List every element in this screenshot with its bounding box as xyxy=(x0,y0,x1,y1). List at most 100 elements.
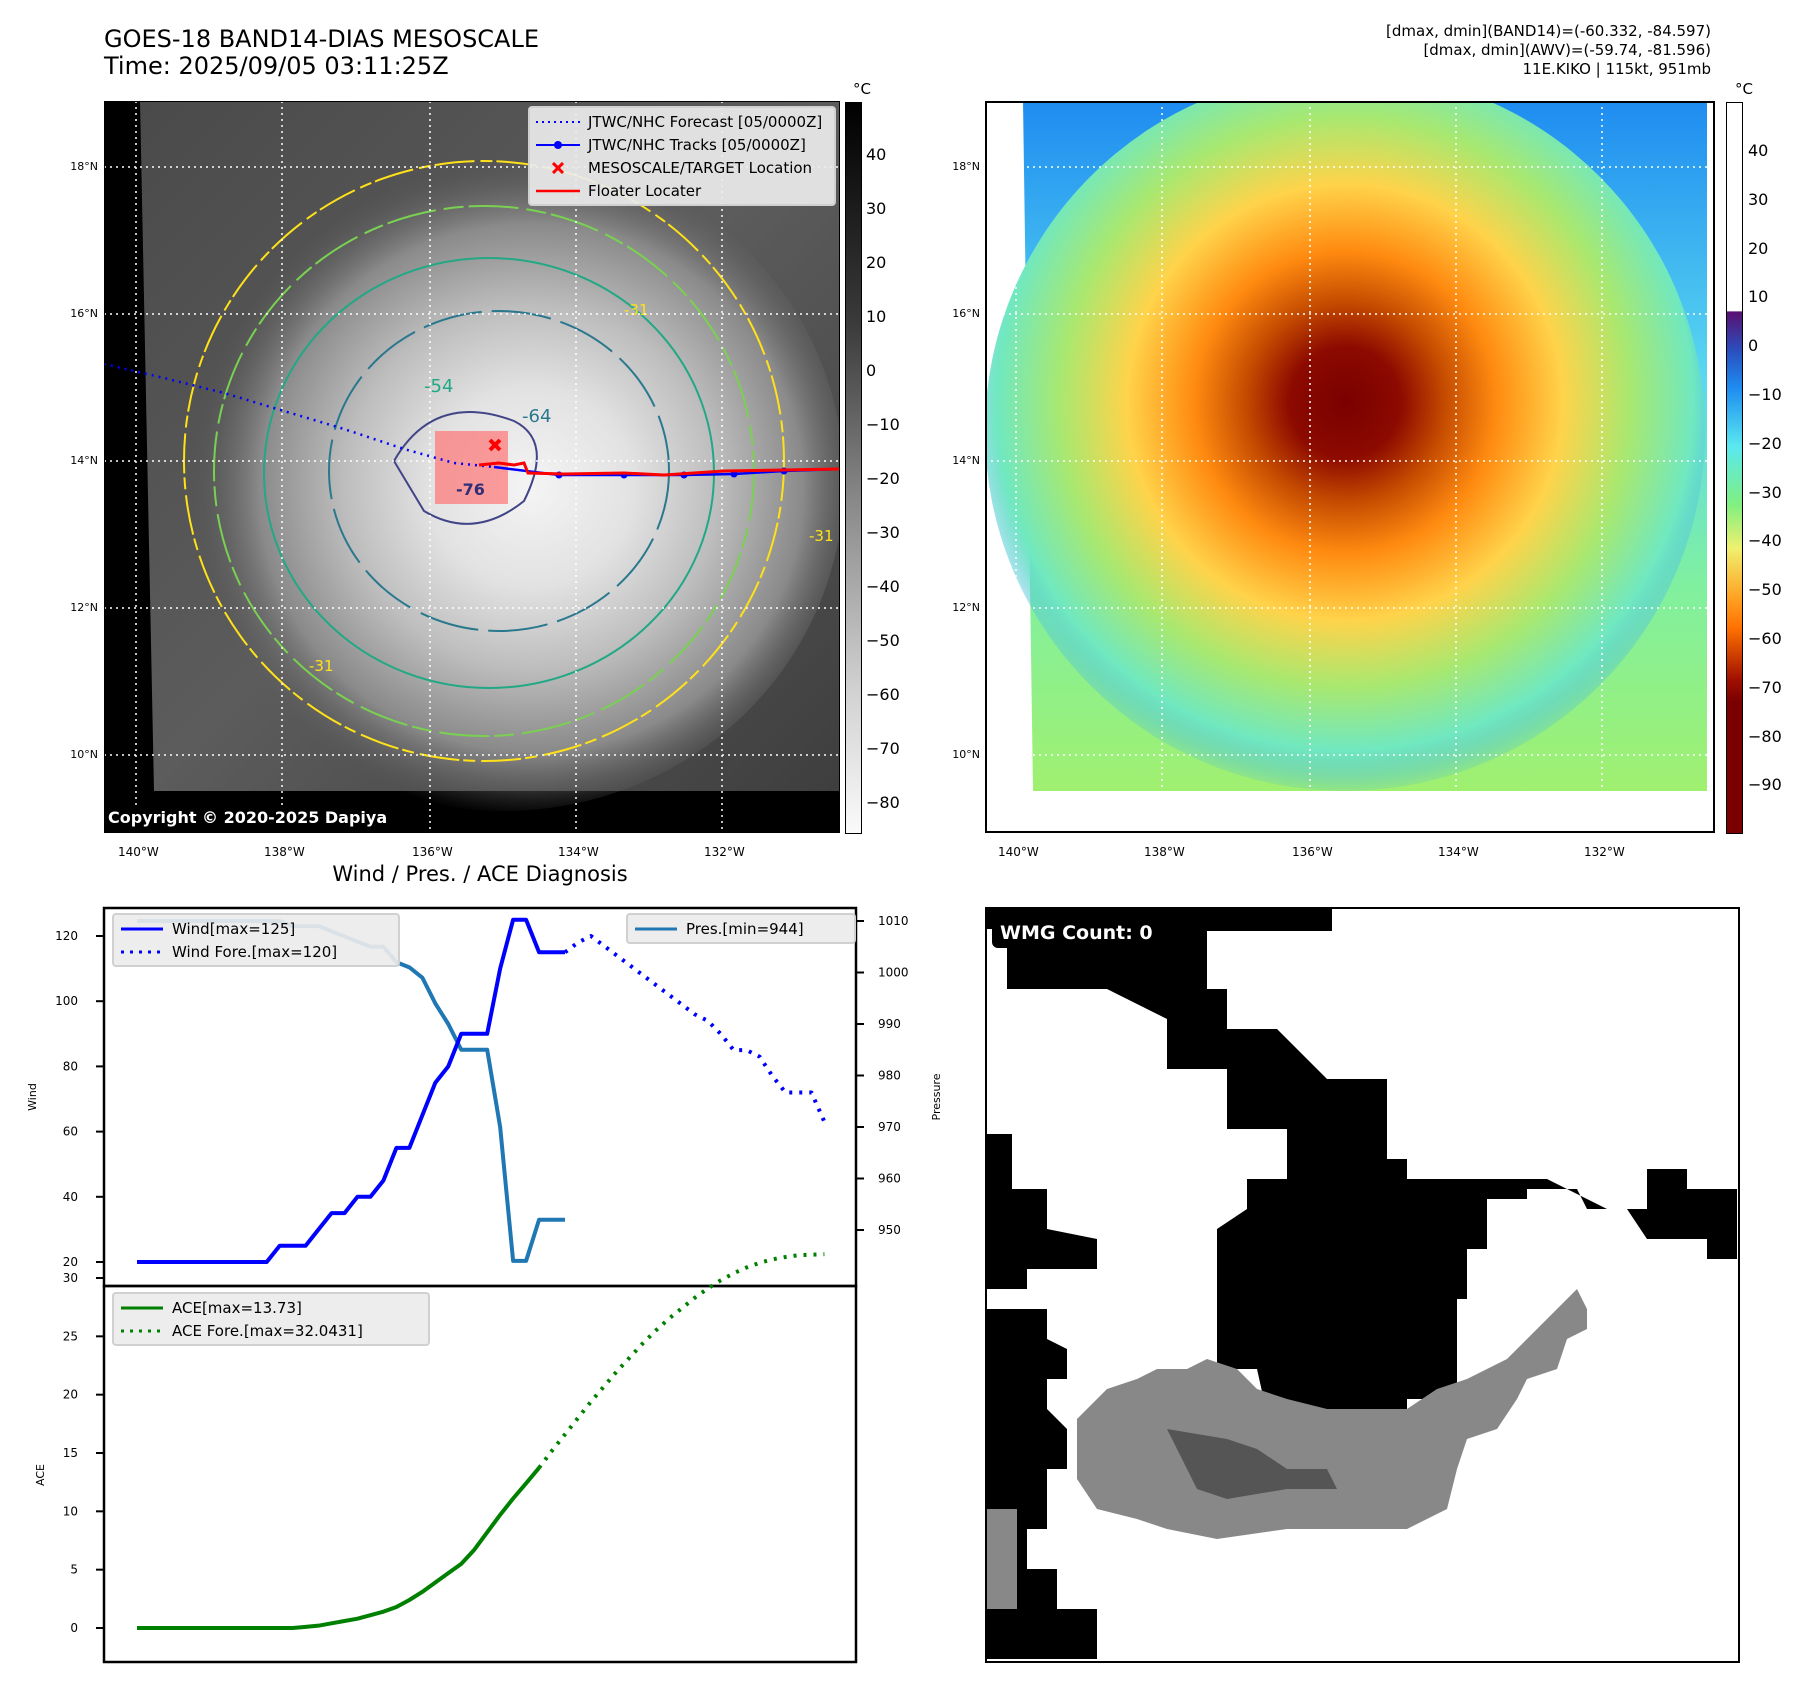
awv-colorbar-tick-1: 30 xyxy=(1748,189,1769,209)
wind-axis-label: Wind xyxy=(26,1083,39,1111)
contour-label-54: -54 xyxy=(424,376,453,397)
storm-info: [dmax, dmin](BAND14)=(-60.332, -84.597) … xyxy=(1386,22,1711,79)
ir-lat-tick-18: 18°N xyxy=(70,160,98,173)
awv-colorbar-tick-6: −20 xyxy=(1748,433,1782,453)
ir-colorbar-tick-0: 40 xyxy=(866,145,887,164)
diagnosis-title: Wind / Pres. / ACE Diagnosis xyxy=(332,862,628,886)
awv-lon-tick-134: 134°W xyxy=(1438,845,1479,859)
awv-colorbar-tick-3: 10 xyxy=(1748,287,1769,307)
contour-label-76: -76 xyxy=(456,480,485,499)
ir-map-legend: JTWC/NHC Forecast [05/0000Z] JTWC/NHC Tr… xyxy=(528,106,836,206)
solid-line-icon xyxy=(635,927,677,930)
awv-colorbar-tick-9: −50 xyxy=(1748,580,1782,600)
ir-colorbar-tick-11: −70 xyxy=(866,739,900,758)
awv-map-image xyxy=(985,101,1715,833)
ir-map-panel: -54 -64 -31 -31 -31 -76 xyxy=(104,101,840,833)
legend-item-pressure: Pres.[min=944] xyxy=(632,917,850,940)
ir-lon-tick-136: 136°W xyxy=(412,845,453,859)
ir-colorbar-tick-10: −60 xyxy=(866,685,900,704)
legend-item-tracks: JTWC/NHC Tracks [05/0000Z] xyxy=(534,133,830,156)
title-line-2: Time: 2025/09/05 03:11:25Z xyxy=(104,52,449,80)
ir-colorbar-tick-6: −20 xyxy=(866,469,900,488)
awv-colorbar-tick-12: −80 xyxy=(1748,726,1782,746)
awv-gridlines xyxy=(985,101,1715,833)
wind-ytick-label: 40 xyxy=(63,1190,78,1204)
pressure-ytick-label: 950 xyxy=(878,1223,901,1237)
ir-colorbar-tick-2: 20 xyxy=(866,253,887,272)
contour-label-31b: -31 xyxy=(309,657,334,675)
legend-item-forecast: JTWC/NHC Forecast [05/0000Z] xyxy=(534,110,830,133)
storm-name-intensity: 11E.KIKO | 115kt, 951mb xyxy=(1522,60,1711,78)
ace-axes xyxy=(102,1284,858,1664)
wind-forecast-line xyxy=(563,934,827,1123)
awv-lon-tick-138: 138°W xyxy=(1144,845,1185,859)
legend-item-wind: Wind[max=125] xyxy=(118,917,394,940)
awv-colorbar-tick-11: −70 xyxy=(1748,677,1782,697)
ir-colorbar-tick-5: −10 xyxy=(866,415,900,434)
pressure-ytick-label: 960 xyxy=(878,1172,901,1186)
legend-item-target: MESOSCALE/TARGET Location xyxy=(534,156,830,179)
ir-map-image: -54 -64 -31 -31 -31 -76 xyxy=(104,101,840,833)
awv-colorbar-tick-8: −40 xyxy=(1748,531,1782,551)
wind-line xyxy=(137,917,565,1264)
floater-locater-line xyxy=(478,461,840,477)
wind-pressure-plot: 20 40 60 80 100 120 950 960 970 980 990 1000 1010 xyxy=(55,914,908,1269)
ir-lat-tick-14: 14°N xyxy=(70,454,98,467)
ace-axis-label: ACE xyxy=(34,1464,47,1486)
legend-item-ace-forecast: ACE Fore.[max=32.0431] xyxy=(118,1319,424,1342)
ir-lon-tick-140: 140°W xyxy=(118,845,159,859)
pressure-ytick-label: 980 xyxy=(878,1069,901,1083)
ir-lon-tick-138: 138°W xyxy=(264,845,305,859)
line-marker-icon xyxy=(536,140,580,149)
pressure-legend: Pres.[min=944] xyxy=(626,913,856,944)
wind-legend: Wind[max=125] Wind Fore.[max=120] xyxy=(112,913,400,967)
wind-ytick-label: 100 xyxy=(55,994,78,1008)
ace-ytick-label: 20 xyxy=(63,1388,78,1402)
copyright-notice: Copyright © 2020-2025 Dapiya xyxy=(104,806,392,829)
ace-ytick-label: 30 xyxy=(63,1271,78,1285)
wind-ytick-label: 80 xyxy=(63,1059,78,1073)
awv-lat-tick-12: 12°N xyxy=(952,601,980,614)
ace-ytick-label: 10 xyxy=(63,1504,78,1518)
wmg-dark-gray-regions xyxy=(1167,1429,1337,1499)
wmg-panel xyxy=(985,907,1740,1663)
ace-plot: 0 5 10 15 20 25 30 xyxy=(63,1252,825,1635)
ir-colorbar-tick-12: −80 xyxy=(866,793,900,812)
contour-label-31a: -31 xyxy=(624,301,649,319)
ir-lon-tick-132: 132°W xyxy=(704,845,745,859)
ace-ytick-label: 5 xyxy=(70,1563,78,1577)
wmg-mask-image xyxy=(987,909,1738,1661)
ir-colorbar-tick-1: 30 xyxy=(866,199,887,218)
awv-colorbar-tick-2: 20 xyxy=(1748,238,1769,258)
wind-ytick-label: 60 xyxy=(63,1125,78,1139)
diagnosis-charts: 20 40 60 80 100 120 950 960 970 980 990 1000 1010 0 5… xyxy=(26,906,943,1664)
contour-label-64: -64 xyxy=(522,406,551,427)
ir-lat-tick-12: 12°N xyxy=(70,601,98,614)
awv-map-panel xyxy=(985,101,1715,833)
awv-colorbar-tick-5: −10 xyxy=(1748,385,1782,404)
ir-lon-tick-134: 134°W xyxy=(558,845,599,859)
ir-colorbar-tick-7: −30 xyxy=(866,523,900,542)
dotted-line-icon xyxy=(536,120,580,123)
awv-lon-tick-132: 132°W xyxy=(1584,845,1625,859)
legend-item-ace: ACE[max=13.73] xyxy=(118,1296,424,1319)
ir-colorbar xyxy=(845,102,862,834)
awv-lat-tick-18: 18°N xyxy=(952,160,980,173)
wind-ytick-label: 120 xyxy=(55,929,78,943)
awv-lat-tick-14: 14°N xyxy=(952,454,980,467)
dotted-line-icon xyxy=(121,950,163,953)
ir-colorbar-tick-8: −40 xyxy=(866,577,900,596)
awv-lat-tick-16: 16°N xyxy=(952,307,980,320)
page-title: GOES-18 BAND14-DIAS MESOSCALE Time: 2025/… xyxy=(104,26,539,80)
band14-range: [dmax, dmin](BAND14)=(-60.332, -84.597) xyxy=(1386,22,1711,40)
ir-lat-tick-16: 16°N xyxy=(70,307,98,320)
awv-colorbar-tick-4: 0 xyxy=(1748,336,1759,356)
title-line-1: GOES-18 BAND14-DIAS MESOSCALE xyxy=(104,25,540,53)
awv-colorbar-tick-7: −30 xyxy=(1748,482,1782,502)
wmg-count-badge: WMG Count: 0 xyxy=(992,918,1161,948)
awv-colorbar-tick-10: −60 xyxy=(1748,629,1782,648)
awv-lon-tick-136: 136°W xyxy=(1292,845,1333,859)
legend-item-wind-forecast: Wind Fore.[max=120] xyxy=(118,940,394,963)
pressure-ytick-label: 1010 xyxy=(878,914,909,928)
awv-lat-tick-10: 10°N xyxy=(952,748,980,761)
